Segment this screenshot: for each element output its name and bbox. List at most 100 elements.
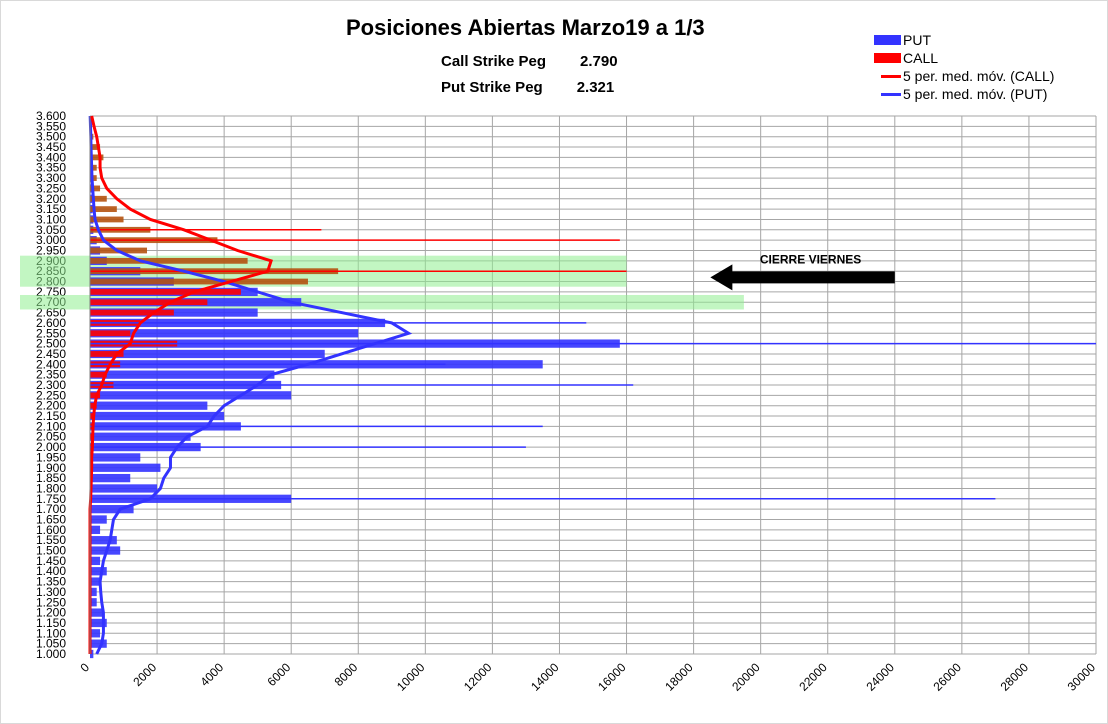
legend-label: PUT xyxy=(903,32,931,48)
legend-put: PUT xyxy=(874,31,1054,49)
y-tick-label: 1.400 xyxy=(36,564,66,578)
y-tick-label: 3.250 xyxy=(36,181,66,195)
put-bar xyxy=(90,608,104,617)
y-tick-label: 1.900 xyxy=(36,461,66,475)
call-bar xyxy=(90,299,208,306)
call-bar xyxy=(90,330,131,337)
put-bar xyxy=(90,484,158,493)
y-tick-label: 2.300 xyxy=(36,378,66,392)
call-bar xyxy=(90,185,101,192)
y-tick-label: 1.350 xyxy=(36,575,66,589)
annotation-label: CIERRE VIERNES xyxy=(760,252,861,266)
y-tick-label: 3.600 xyxy=(36,109,66,123)
put-bar xyxy=(90,463,161,472)
call-bar xyxy=(90,154,104,161)
put-bar xyxy=(90,536,117,545)
y-tick-label: 2.150 xyxy=(36,409,66,423)
y-tick-label: 3.450 xyxy=(36,140,66,154)
call-peg-label: Call Strike Peg xyxy=(441,53,547,70)
put-bar xyxy=(90,505,134,514)
y-tick-label: 2.450 xyxy=(36,347,66,361)
put-peg-value: 2.321 xyxy=(576,79,615,96)
put-bar xyxy=(90,639,107,648)
y-tick-label: 3.500 xyxy=(36,130,66,144)
put-bar xyxy=(90,432,191,441)
y-tick-label: 1.050 xyxy=(36,637,66,651)
y-tick-label: 1.150 xyxy=(36,616,66,630)
y-tick-label: 2.550 xyxy=(36,326,66,340)
x-tick-label: 12000 xyxy=(461,660,495,694)
y-tick-label: 1.750 xyxy=(36,492,66,506)
legend-line xyxy=(881,74,901,78)
y-tick-label: 2.600 xyxy=(36,316,66,330)
y-tick-label: 2.050 xyxy=(36,430,66,444)
put-bar xyxy=(90,587,97,597)
call-bar xyxy=(90,351,124,357)
x-tick-label: 0 xyxy=(77,660,92,675)
y-tick-label: 2.000 xyxy=(36,440,66,454)
y-tick-label: 1.800 xyxy=(36,481,66,495)
y-tick-label: 3.050 xyxy=(36,223,66,237)
x-tick-label: 16000 xyxy=(595,660,629,694)
y-tick-label: 1.550 xyxy=(36,533,66,547)
x-tick-label: 26000 xyxy=(930,660,964,694)
y-tick-label: 2.350 xyxy=(36,368,66,382)
legend-swatch xyxy=(874,53,901,63)
x-tick-label: 8000 xyxy=(332,660,361,689)
y-tick-label: 2.100 xyxy=(36,419,66,433)
arrow-left-icon xyxy=(710,264,895,291)
put-bar xyxy=(90,567,107,576)
put-bar xyxy=(90,525,101,534)
put-bar xyxy=(90,556,101,566)
y-tick-label: 3.000 xyxy=(36,233,66,247)
y-tick-label: 1.650 xyxy=(36,513,66,527)
legend-line xyxy=(881,92,901,96)
x-tick-label: 4000 xyxy=(197,660,226,689)
call-bar xyxy=(90,371,107,378)
y-tick-label: 1.850 xyxy=(36,471,66,485)
x-tick-label: 14000 xyxy=(528,660,562,694)
y-tick-label: 3.350 xyxy=(36,161,66,175)
call-bar xyxy=(90,164,97,171)
call-bar xyxy=(90,144,101,150)
put-bar xyxy=(90,577,101,586)
put-strike-peg: Put Strike Peg 2.321 xyxy=(441,79,614,96)
y-tick-label: 1.950 xyxy=(36,450,66,464)
legend-ma-call: 5 per. med. móv. (CALL) xyxy=(874,67,1054,85)
chart-title: Posiciones Abiertas Marzo19 a 1/3 xyxy=(346,15,705,40)
x-tick-label: 6000 xyxy=(265,660,294,689)
call-bar xyxy=(90,195,107,202)
y-tick-label: 2.200 xyxy=(36,399,66,413)
put-bar xyxy=(90,391,292,400)
x-tick-label: 24000 xyxy=(863,660,897,694)
x-tick-label: 18000 xyxy=(662,660,696,694)
y-tick-label: 1.300 xyxy=(36,585,66,599)
legend-call: CALL xyxy=(874,49,1054,67)
y-tick-label: 3.200 xyxy=(36,192,66,206)
put-bar xyxy=(90,618,107,628)
x-tick-label: 20000 xyxy=(729,660,763,694)
put-bar xyxy=(90,649,94,659)
y-tick-label: 3.150 xyxy=(36,202,66,216)
call-bar xyxy=(90,206,117,213)
put-bar xyxy=(90,629,101,638)
put-bar xyxy=(90,349,325,359)
y-tick-label: 1.450 xyxy=(36,554,66,568)
call-bar xyxy=(90,278,308,285)
y-tick-label: 2.400 xyxy=(36,357,66,371)
legend-label: 5 per. med. móv. (PUT) xyxy=(903,86,1048,102)
call-bar xyxy=(90,257,248,264)
x-tick-label: 28000 xyxy=(998,660,1032,694)
put-bar xyxy=(90,598,97,607)
y-tick-label: 1.500 xyxy=(36,544,66,558)
put-bar xyxy=(90,411,225,421)
call-bar xyxy=(90,288,241,295)
x-tick-label: 2000 xyxy=(130,660,159,689)
put-bar xyxy=(90,546,121,555)
y-tick-label: 2.950 xyxy=(36,244,66,258)
put-bar xyxy=(90,329,359,338)
x-tick-label: 10000 xyxy=(394,660,428,694)
y-tick-label: 3.300 xyxy=(36,171,66,185)
ma-put-line xyxy=(88,115,413,655)
